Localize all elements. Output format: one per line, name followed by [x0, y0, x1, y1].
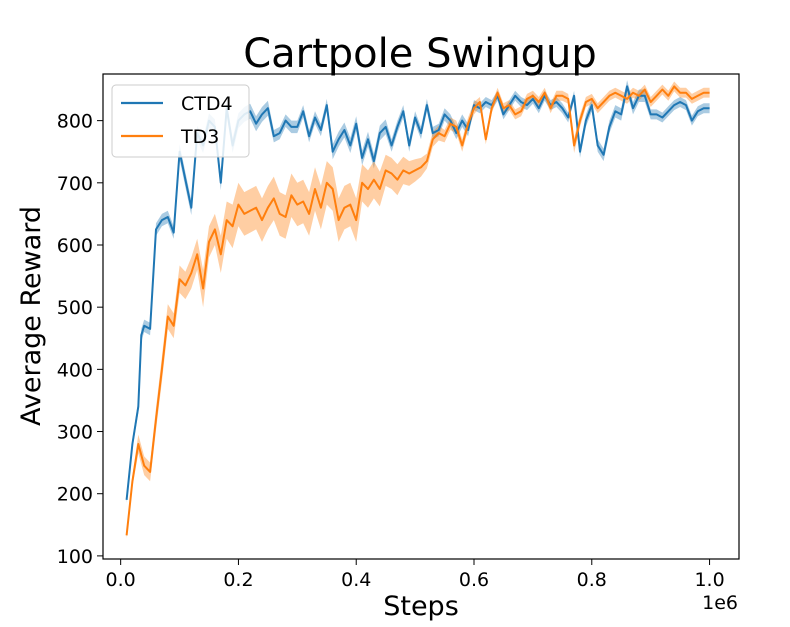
x-tick-label: 0.0 [106, 569, 136, 591]
confidence-bands [126, 80, 710, 539]
chart-title: Cartpole Swingup [243, 31, 597, 77]
x-tick-label: 0.2 [223, 569, 253, 591]
y-tick-label: 700 [57, 173, 93, 195]
x-tick-label: 0.6 [459, 569, 489, 591]
x-axis-ticks: 0.0 0.2 0.4 0.6 0.8 1.0 [106, 559, 725, 591]
legend-label-td3: TD3 [180, 126, 219, 148]
series-line-ctd4 [125, 85, 710, 501]
y-tick-label: 100 [57, 546, 93, 568]
x-tick-label: 0.8 [577, 569, 607, 591]
x-axis-offset-label: 1e6 [702, 592, 738, 614]
series-lines [125, 85, 710, 536]
y-axis-label: Average Reward [16, 206, 47, 426]
band-td3 [126, 81, 710, 539]
axes-frame [102, 73, 740, 560]
series-line-td3 [125, 85, 710, 536]
y-tick-label: 200 [57, 484, 93, 506]
y-tick-label: 600 [57, 235, 93, 257]
legend: CTD4 TD3 [111, 84, 250, 158]
y-tick-label: 800 [57, 111, 93, 133]
plot-area [102, 73, 740, 560]
y-tick-label: 400 [57, 359, 93, 381]
y-tick-label: 300 [57, 422, 93, 444]
legend-label-ctd4: CTD4 [181, 93, 233, 115]
x-axis-label: Steps [383, 591, 459, 622]
x-tick-label: 0.4 [341, 569, 371, 591]
y-axis-ticks: 100 200 300 400 500 600 700 800 [57, 111, 103, 568]
y-tick-label: 500 [57, 297, 93, 319]
x-tick-label: 1.0 [694, 569, 724, 591]
